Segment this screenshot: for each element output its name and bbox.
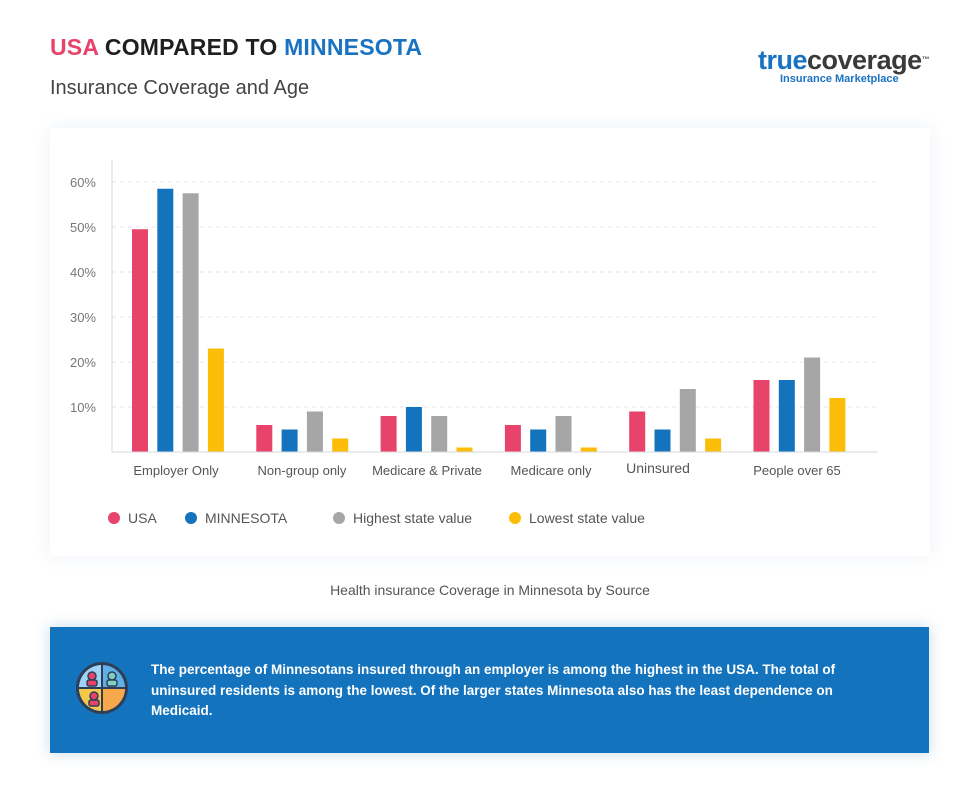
y-tick-label: 60%: [70, 175, 96, 190]
y-tick-label: 20%: [70, 355, 96, 370]
x-tick-label: Uninsured: [626, 460, 690, 476]
bar: [778, 380, 795, 452]
bar: [705, 438, 722, 452]
legend-item: USA: [108, 510, 157, 526]
bar: [132, 229, 148, 452]
bar: [580, 447, 597, 452]
bar: [207, 348, 224, 452]
bar: [256, 425, 273, 452]
logo-wordmark: truecoverage™: [758, 46, 933, 74]
y-tick-label: 50%: [70, 220, 96, 235]
title-minnesota: MINNESOTA: [284, 34, 423, 60]
x-tick-label: Non-group only: [258, 463, 347, 478]
logo-trademark: ™: [921, 55, 930, 64]
bar: [679, 389, 696, 452]
people-pie-chart-icon: [74, 660, 130, 716]
bar: [431, 416, 448, 452]
x-tick-label: People over 65: [753, 463, 840, 478]
legend-label: Highest state value: [353, 510, 473, 526]
bar: [456, 447, 473, 452]
page-title: USA COMPARED TO MINNESOTA: [50, 34, 422, 61]
legend-dot-icon: [108, 512, 120, 524]
legend-dot-icon: [333, 512, 345, 524]
legend-label: USA: [128, 510, 157, 526]
bar: [157, 188, 174, 452]
bar: [829, 398, 846, 452]
bar: [530, 429, 547, 452]
chart-caption: Health insurance Coverage in Minnesota b…: [330, 582, 650, 598]
chart-y-ticks: 10% 20% 30% 40% 50% 60%: [70, 175, 96, 415]
page-subtitle: Insurance Coverage and Age: [50, 77, 310, 99]
bar: [405, 407, 422, 452]
bar: [504, 425, 521, 452]
bar: [629, 411, 646, 452]
info-text: The percentage of Minnesotans insured th…: [151, 662, 836, 718]
y-tick-label: 10%: [70, 400, 96, 415]
bar: [555, 416, 572, 452]
legend-dot-icon: [509, 512, 521, 524]
logo-tagline: Insurance Marketplace: [780, 73, 899, 85]
bar: [306, 411, 323, 452]
title-usa: USA: [50, 34, 99, 60]
legend-item: Lowest state value: [509, 510, 645, 526]
x-tick-label: Employer Only: [133, 463, 219, 478]
bar: [753, 380, 770, 452]
legend-label: Lowest state value: [529, 510, 645, 526]
legend-item: MINNESOTA: [185, 510, 287, 526]
legend-item: Highest state value: [333, 510, 472, 526]
bar: [281, 429, 298, 452]
legend-label: MINNESOTA: [205, 510, 288, 526]
y-tick-label: 40%: [70, 265, 96, 280]
chart-x-ticks: Employer Only Non-group only Medicare & Pr…: [133, 460, 840, 478]
legend-dot-icon: [185, 512, 197, 524]
y-tick-label: 30%: [70, 310, 96, 325]
info-box: The percentage of Minnesotans insured th…: [50, 627, 929, 753]
x-tick-label: Medicare & Private: [372, 463, 482, 478]
chart-gridlines: [112, 181, 878, 408]
bar: [654, 429, 671, 452]
x-tick-label: Medicare only: [511, 463, 592, 478]
truecoverage-logo: truecoverage™ Insurance Marketplace: [758, 46, 933, 90]
bar: [332, 438, 349, 452]
bar: [182, 193, 199, 452]
chart-bars: [132, 188, 846, 452]
bar: [804, 357, 821, 452]
logo-word-true: true: [758, 45, 808, 75]
title-compared-to: COMPARED TO: [98, 34, 285, 60]
logo-word-coverage: coverage: [807, 45, 922, 75]
bar: [380, 416, 397, 452]
